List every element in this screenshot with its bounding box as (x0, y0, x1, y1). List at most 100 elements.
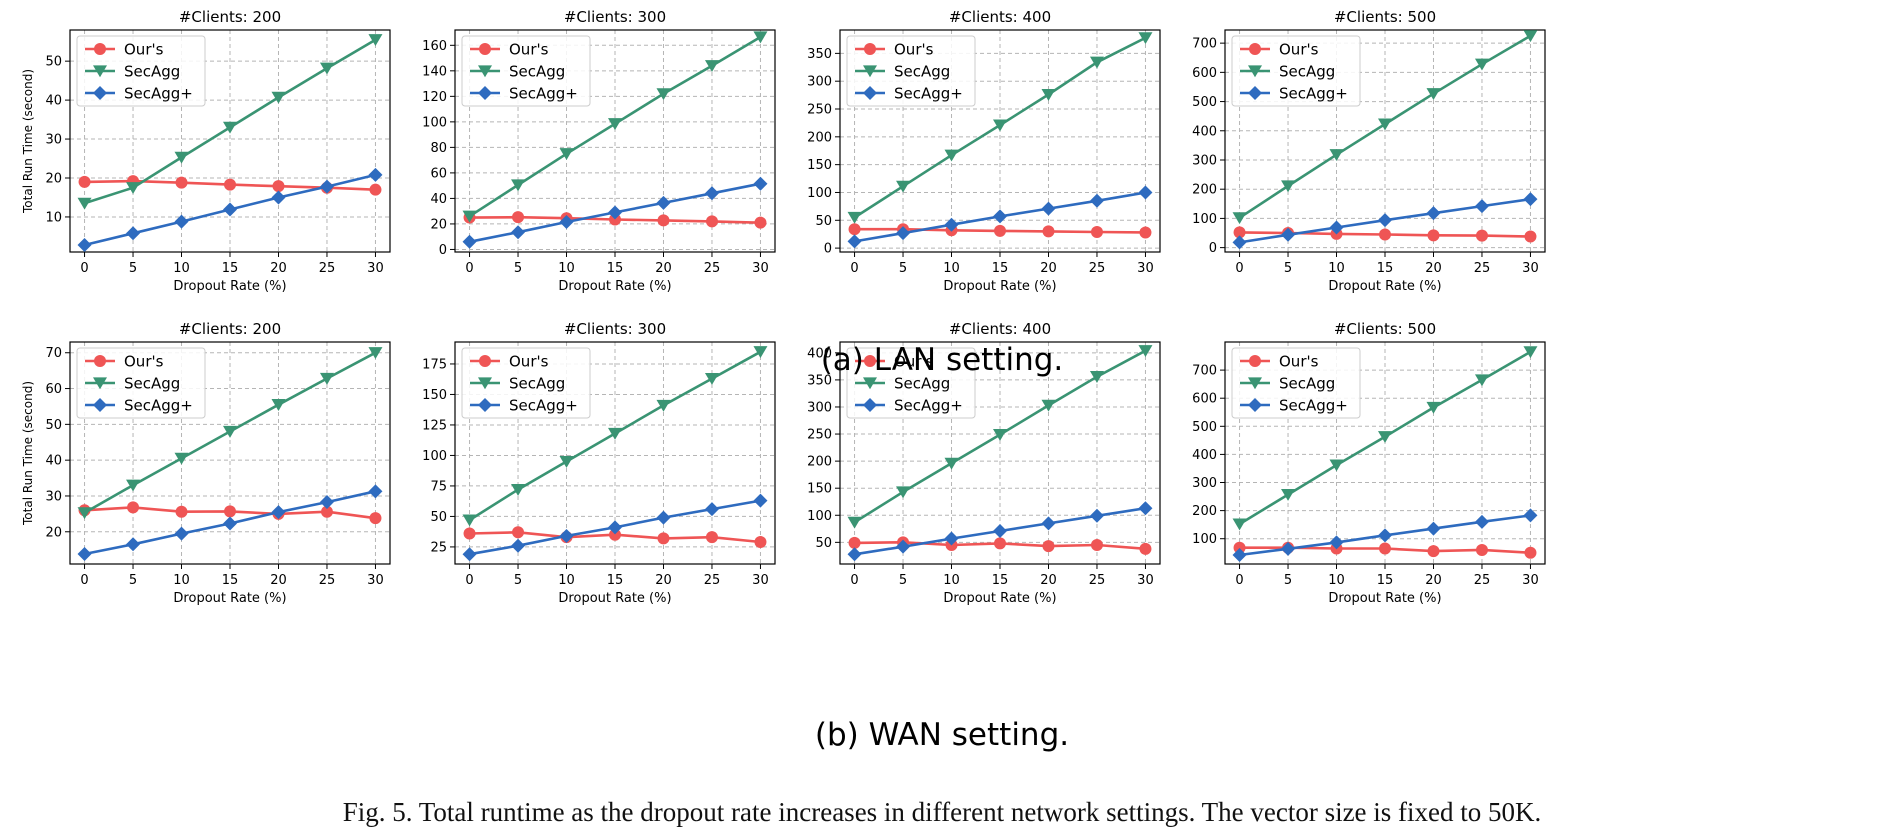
y-tick-label: 200 (807, 130, 832, 145)
y-tick-label: 100 (422, 449, 447, 464)
data-point (77, 237, 92, 252)
x-tick-label: 30 (1522, 261, 1539, 276)
y-tick-label: 70 (45, 346, 62, 361)
data-point (319, 495, 334, 510)
data-point (126, 226, 141, 241)
legend-marker (94, 43, 106, 55)
legend-label: SecAgg+ (124, 85, 193, 103)
data-point (896, 226, 911, 241)
x-axis-label: Dropout Rate (%) (173, 279, 286, 294)
chart-panel-7: 0 5 10 15 20 25 30 50 100 150 200 250 300 350 400 #Clie… (807, 320, 1161, 606)
legend-marker (93, 86, 107, 100)
lan-subcaption: (a) LAN setting. (820, 342, 1064, 378)
data-point (1090, 539, 1103, 552)
legend-marker (479, 355, 491, 367)
data-point (1379, 542, 1391, 555)
data-point (462, 210, 477, 223)
y-tick-label: 200 (807, 455, 832, 470)
wan-subcaption: (b) WAN setting. (814, 717, 1070, 753)
x-tick-label: 5 (899, 573, 907, 588)
x-tick-label: 15 (1377, 261, 1394, 276)
data-point (368, 347, 383, 360)
x-tick-label: 5 (514, 261, 522, 276)
x-tick-label: 0 (465, 573, 473, 588)
legend-marker (93, 398, 107, 412)
data-point (368, 167, 383, 182)
y-tick-label: 600 (1192, 66, 1217, 81)
data-point (704, 502, 719, 517)
data-point (127, 501, 140, 514)
data-point (1426, 88, 1441, 100)
legend-label: SecAgg (894, 63, 950, 81)
legend-label: Our's (509, 41, 549, 59)
legend-box (76, 35, 206, 107)
y-tick-label: 100 (807, 509, 832, 524)
data-point (1089, 371, 1104, 383)
legend-label: SecAgg+ (124, 397, 193, 415)
data-point (944, 531, 959, 546)
data-point (848, 223, 861, 236)
data-point (1329, 149, 1344, 162)
chart-title: #Clients: 500 (1334, 8, 1436, 26)
legend-box (846, 347, 976, 419)
legend-label: SecAgg (124, 63, 180, 81)
data-point (993, 523, 1007, 538)
x-tick-label: 20 (1040, 573, 1057, 588)
data-point (994, 224, 1006, 237)
data-point (1090, 225, 1103, 238)
x-tick-label: 25 (704, 573, 721, 588)
data-point (271, 190, 286, 205)
data-point (462, 234, 477, 249)
data-point (271, 399, 286, 411)
data-point (1524, 230, 1537, 243)
data-point (1475, 543, 1488, 556)
x-axis-label: Dropout Rate (%) (1328, 279, 1441, 294)
x-tick-label: 15 (992, 261, 1009, 276)
data-point (1378, 528, 1392, 543)
legend-box (76, 347, 206, 419)
data-point (704, 60, 719, 73)
y-tick-label: 250 (807, 428, 832, 443)
x-tick-label: 25 (1474, 573, 1491, 588)
legend-marker (863, 86, 877, 100)
data-point (511, 179, 526, 192)
data-point (77, 546, 92, 561)
data-point (1281, 488, 1296, 501)
data-point (1427, 545, 1440, 558)
data-point (1426, 206, 1441, 221)
x-tick-label: 30 (367, 261, 384, 276)
data-point (224, 178, 236, 191)
legend-marker (478, 377, 492, 390)
y-tick-label: 175 (422, 357, 447, 372)
data-point (1233, 226, 1246, 239)
data-point (847, 516, 862, 529)
data-point (753, 31, 768, 44)
data-point (754, 536, 767, 549)
y-tick-label: 60 (45, 382, 62, 397)
data-point (1089, 193, 1104, 208)
data-point (368, 484, 383, 499)
legend-marker (864, 355, 876, 367)
data-point (512, 211, 525, 224)
legend-marker (1248, 65, 1262, 78)
data-point (1281, 541, 1296, 556)
x-tick-label: 10 (943, 261, 960, 276)
y-tick-label: 80 (430, 141, 447, 156)
y-tick-label: 200 (1192, 183, 1217, 198)
data-point (944, 149, 959, 162)
legend-marker (94, 355, 106, 367)
y-tick-label: 100 (1192, 212, 1217, 227)
y-tick-label: 200 (1192, 504, 1217, 519)
y-tick-label: 400 (1192, 124, 1217, 139)
data-point (1379, 228, 1391, 241)
legend-marker (478, 65, 492, 78)
legend-label: SecAgg+ (894, 85, 963, 103)
data-point (319, 62, 334, 75)
x-axis-label: Dropout Rate (%) (1328, 591, 1441, 606)
legend-label: Our's (894, 41, 934, 59)
data-point (559, 148, 574, 161)
data-point (320, 505, 333, 518)
x-tick-label: 15 (607, 573, 624, 588)
y-tick-label: 0 (1209, 241, 1217, 256)
x-tick-label: 5 (899, 261, 907, 276)
